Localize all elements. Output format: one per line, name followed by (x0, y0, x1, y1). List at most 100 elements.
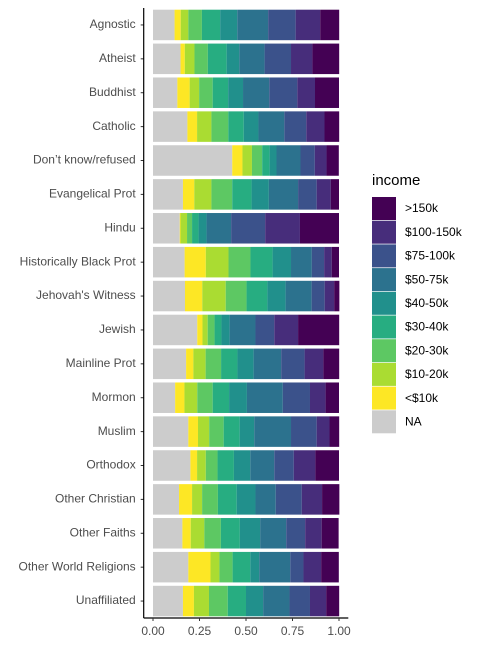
bar-segment (246, 585, 264, 617)
bar-segment (264, 43, 292, 75)
bar-segment (201, 9, 221, 41)
bar-segment (153, 246, 185, 278)
bar-segment (305, 518, 322, 549)
y-tick-label: Mormon (92, 390, 136, 404)
bar-segment (184, 246, 206, 278)
bar-segment (219, 551, 233, 583)
bar-segment (237, 9, 269, 41)
bar-segment (187, 111, 198, 142)
bar-segment (254, 416, 292, 447)
bar-segment (239, 518, 261, 549)
y-tick-label: Hindu (104, 220, 135, 234)
bar-segment (284, 111, 307, 142)
bar-segment (217, 450, 234, 481)
bar-segment (221, 348, 238, 380)
bar-segment (295, 9, 321, 41)
legend-label: $30-40k (405, 320, 449, 334)
bar-segment (316, 416, 330, 447)
bar-segment (153, 484, 180, 515)
legend-label: $75-100k (405, 249, 456, 263)
bar-segment (153, 314, 198, 346)
bar-segment (298, 179, 317, 210)
legend-label: $50-75k (405, 272, 449, 286)
legend-key (372, 197, 396, 220)
bar-segment (184, 382, 198, 413)
bar-segment (324, 111, 340, 142)
y-tick-label: Muslim (98, 424, 136, 438)
bar-segment (243, 77, 270, 108)
bar-segment (329, 416, 340, 447)
legend-key (372, 315, 396, 339)
bar-segment (153, 585, 183, 617)
bar-segment (315, 77, 339, 108)
bar-segment (232, 179, 252, 210)
bar-segment (300, 145, 315, 176)
bar-segment (242, 145, 252, 176)
y-tick-label: Other World Religions (19, 559, 136, 573)
bar-segment (299, 213, 339, 244)
bar-segment (289, 585, 310, 617)
bar-segment (291, 246, 312, 278)
bar-segment (182, 179, 195, 210)
legend-key (372, 220, 396, 244)
bar-segment (269, 77, 298, 108)
bar-segment (251, 179, 269, 210)
bar-segment (153, 416, 189, 447)
bar-segment (182, 585, 194, 617)
bar-segment (212, 77, 229, 108)
bar-segment (260, 518, 287, 549)
bar-segment (204, 518, 221, 549)
bar-segment (314, 145, 327, 176)
bar-segment (153, 382, 176, 413)
bar-segment (268, 9, 296, 41)
bar-segment (153, 9, 175, 41)
bar-segment (259, 551, 291, 583)
x-tick-label: 0.50 (234, 624, 258, 638)
bar-segment (153, 111, 188, 142)
bar-segment (207, 314, 215, 346)
bar-segment (255, 314, 275, 346)
bar-segment (255, 484, 276, 515)
bar-segment (229, 382, 247, 413)
bar-segment (321, 518, 339, 549)
bar-segment (297, 77, 316, 108)
y-tick-label: Catholic (92, 119, 135, 133)
bar-segment (186, 348, 194, 380)
bar-segment (177, 77, 190, 108)
bar-segment (306, 111, 325, 142)
x-tick-label: 0.25 (188, 624, 212, 638)
bar-segment (262, 145, 270, 176)
legend-label: $100-150k (405, 225, 463, 239)
bar-segment (274, 314, 299, 346)
legend-label: $20-30k (405, 343, 449, 357)
bar-segment (237, 348, 254, 380)
bar-segment (312, 43, 340, 75)
bar-segment (286, 518, 306, 549)
bar-segment (211, 111, 229, 142)
bar-segment (188, 416, 199, 447)
bar-segment (334, 280, 340, 312)
bar-segment (304, 348, 324, 380)
bar-segment (180, 9, 189, 41)
bar-segment (331, 246, 339, 278)
bar-segment (301, 484, 323, 515)
bar-segment (239, 416, 255, 447)
legend: income >150k $100-150k $75-100k $50-75k $40-… (372, 172, 463, 434)
y-tick-label: Agnostic (90, 17, 136, 31)
bar-segment (153, 179, 183, 210)
bar-segment (246, 280, 268, 312)
bar-segment (293, 450, 316, 481)
bar-segment (228, 111, 244, 142)
bar-segment (258, 111, 285, 142)
y-tick-label: Unaffiliated (76, 593, 136, 607)
bar-segment (179, 213, 181, 244)
bar-segment (276, 145, 301, 176)
bar-segment (212, 382, 230, 413)
bar-segment (326, 145, 339, 176)
bar-segment (250, 551, 260, 583)
bar-segment (209, 416, 224, 447)
y-tick-label: Buddhist (89, 85, 136, 99)
bar-segment (208, 585, 228, 617)
legend-key (372, 244, 396, 268)
